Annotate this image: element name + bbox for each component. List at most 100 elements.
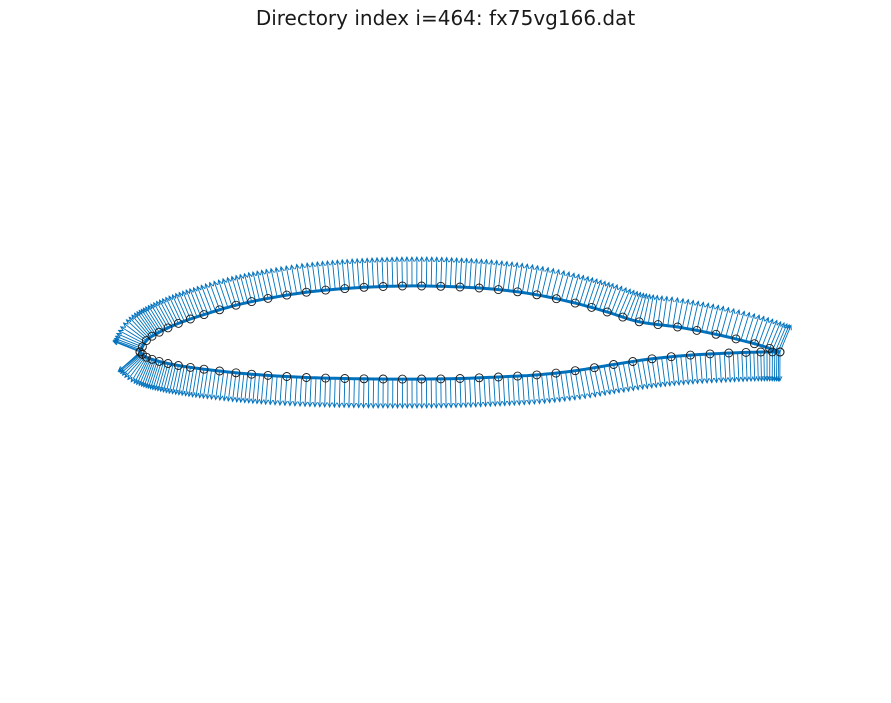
normal-vector-lower-107 [550,373,557,404]
normal-vector-upper-84 [399,256,405,287]
normal-vector-lower-63 [336,378,343,409]
normal-vector-upper-85 [394,256,400,287]
normal-vector-upper-125 [204,282,216,312]
normal-vector-lower-100 [516,376,522,406]
surface-point-upper-76 [436,281,446,291]
normal-vector-lower-154 [764,351,770,382]
surface-point-lower-60 [321,373,331,383]
normal-vector-lower-143 [723,353,729,384]
surface-point-lower-100 [513,371,523,381]
normal-vector-upper-19 [701,302,710,332]
normal-vector-lower-43 [242,373,249,404]
normal-vector-lower-132 [670,356,677,387]
normal-vector-lower-54 [292,376,298,407]
surface-point-upper-8 [749,339,759,349]
normal-vector-lower-7 [127,356,146,381]
normal-vector-upper-47 [579,275,590,305]
normal-vector-lower-114 [584,369,593,399]
normal-vector-lower-27 [180,366,188,397]
normal-vector-upper-156 [114,335,143,348]
normal-vector-lower-160 [777,351,783,382]
normal-vector-upper-126 [200,284,213,313]
normal-vector-upper-83 [404,256,410,287]
normal-vector-lower-36 [213,370,221,401]
surface-point-lower-20 [163,359,173,368]
normal-vector-lower-125 [637,360,645,391]
normal-vector-upper-79 [424,256,430,287]
normal-vector-upper-114 [251,271,260,301]
normal-vector-lower-92 [477,377,484,408]
normal-vector-upper-40 [606,283,619,313]
normal-vector-upper-137 [162,297,177,325]
surface-markers-group [135,281,785,384]
surface-point-lower-104 [532,370,542,380]
normal-vector-upper-150 [128,316,150,339]
normal-vector-upper-95 [344,258,351,289]
normal-vector-upper-132 [178,291,191,320]
normal-vector-lower-52 [282,376,288,407]
normal-vector-upper-3 [772,322,785,350]
normal-vector-upper-90 [369,256,375,287]
normal-vector-upper-122 [217,279,229,308]
normal-vector-upper-9 [749,314,761,343]
surface-point-upper-136 [173,318,183,328]
normal-vector-upper-11 [740,311,751,341]
surface-point-upper-16 [711,329,721,339]
normal-vector-lower-128 [651,358,659,389]
normal-vector-upper-28 [657,294,664,325]
surface-point-upper-40 [602,307,612,317]
normal-vector-upper-50 [565,272,576,302]
normal-vector-lower-97 [502,376,508,407]
normal-vector-lower-42 [238,373,245,404]
surface-point-lower-160 [775,347,785,357]
normal-vector-lower-99 [511,376,517,407]
surface-point-lower-8 [141,352,151,362]
normal-vector-lower-59 [317,377,323,408]
figure-title: Directory index i=464: fx75vg166.dat [255,6,636,30]
surface-point-upper-100 [321,285,331,295]
normal-vector-lower-16 [149,361,160,390]
normal-vector-lower-67 [356,378,362,409]
normal-vector-lower-38 [222,371,229,402]
normal-vector-upper-113 [255,270,265,300]
surface-point-lower-16 [154,356,164,366]
normal-vector-lower-130 [661,357,668,388]
normal-vector-lower-104 [536,374,542,405]
surface-point-upper-140 [163,323,173,333]
normal-vector-lower-111 [569,371,577,401]
normal-vector-lower-60 [322,378,328,408]
normal-vector-upper-123 [213,280,225,309]
surface-point-lower-140 [705,349,715,359]
normal-vector-upper-17 [710,304,720,334]
surface-point-upper-44 [587,302,597,312]
normal-vector-upper-7 [757,316,770,345]
normal-vector-upper-4 [769,320,782,349]
surface-point-lower-32 [199,364,209,374]
normal-vector-upper-110 [269,267,278,297]
normal-vector-upper-45 [587,278,598,307]
surface-point-upper-48 [570,298,580,308]
normal-vector-upper-108 [279,265,288,296]
normal-vector-lower-87 [453,378,459,409]
normal-vector-lower-76 [399,379,406,410]
normal-vector-upper-92 [359,257,365,288]
normal-vector-upper-5 [765,319,778,348]
airfoil-outline-group [138,284,781,381]
normal-vector-lower-109 [560,372,567,403]
normal-vector-lower-30 [190,368,198,398]
normal-vector-lower-93 [482,377,488,408]
normal-vector-lower-53 [287,376,293,407]
normal-vector-lower-103 [531,375,537,406]
normal-vector-lower-142 [718,353,724,384]
normal-vector-upper-71 [463,257,469,288]
surface-point-upper-56 [532,290,542,300]
surface-point-upper-12 [731,334,741,344]
normal-vector-upper-124 [208,281,221,310]
surface-point-lower-56 [301,373,311,382]
normal-vector-upper-98 [330,259,336,290]
normal-vector-upper-48 [574,274,585,304]
surface-point-lower-48 [263,370,273,380]
normal-vector-upper-64 [497,259,504,290]
normal-vector-upper-115 [247,271,256,301]
